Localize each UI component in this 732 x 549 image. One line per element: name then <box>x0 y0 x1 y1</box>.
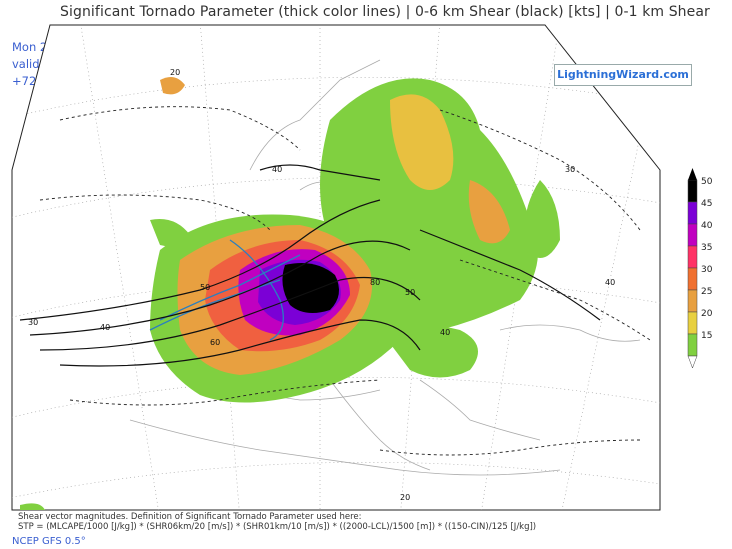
svg-text:50: 50 <box>405 288 415 297</box>
svg-text:80: 80 <box>370 278 380 287</box>
svg-text:40: 40 <box>272 165 282 174</box>
colorbar-tick-label: 50 <box>701 177 713 187</box>
footer-shear-note: Shear vector magnitudes. Definition of S… <box>18 512 362 522</box>
svg-text:40: 40 <box>100 323 110 332</box>
colorbar-tick-label: 45 <box>701 199 712 209</box>
low-level-shear-contours <box>149 239 301 341</box>
svg-text:60: 60 <box>210 338 220 347</box>
colorbar-tick-label: 15 <box>701 331 712 341</box>
colorbar-bottom-arrow <box>687 355 698 369</box>
contour-labels: 30 40 50 60 80 50 40 30 20 40 40 20 <box>28 68 615 502</box>
deep-shear-contours <box>19 164 601 367</box>
svg-text:20: 20 <box>170 68 180 77</box>
colorbar-tick-label: 20 <box>701 309 713 319</box>
svg-text:50: 50 <box>200 283 210 292</box>
colorbar-swatch <box>687 267 698 291</box>
map-title: Significant Tornado Parameter (thick col… <box>60 4 710 20</box>
svg-text:40: 40 <box>440 328 450 337</box>
colorbar-swatch <box>687 223 698 247</box>
brand-logo[interactable]: LightningWizard.com <box>554 64 692 86</box>
dashed-shear-contours <box>39 106 651 456</box>
svg-text:30: 30 <box>565 165 575 174</box>
svg-text:40: 40 <box>605 278 615 287</box>
colorbar-tick-label: 30 <box>701 265 713 275</box>
footer-stp-formula: STP = (MLCAPE/1000 [J/kg]) * (SHR06km/20… <box>18 522 537 532</box>
colorbar-tick-label: 40 <box>701 221 713 231</box>
colorbar-swatch <box>687 179 698 203</box>
model-label: NCEP GFS 0.5° <box>12 536 86 547</box>
colorbar-swatch <box>687 289 698 313</box>
colorbar-swatch <box>687 245 698 269</box>
stp-colorbar: 50 45 40 35 30 25 20 15 <box>687 168 713 369</box>
svg-text:30: 30 <box>28 318 38 327</box>
stp-shading <box>20 76 560 510</box>
colorbar-tick-label: 25 <box>701 287 712 297</box>
graticule <box>12 25 660 510</box>
colorbar-swatch <box>687 333 698 357</box>
colorbar-swatch <box>687 311 698 335</box>
svg-text:20: 20 <box>400 493 410 502</box>
colorbar-swatch <box>687 201 698 225</box>
colorbar-top-arrow <box>688 168 697 180</box>
colorbar-tick-label: 35 <box>701 243 712 253</box>
